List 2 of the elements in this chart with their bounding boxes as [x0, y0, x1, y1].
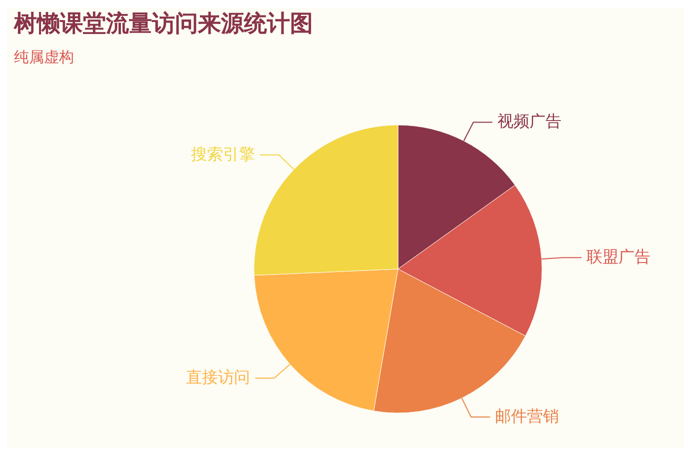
subtitle: 纯属虚构 — [14, 49, 74, 66]
title: 树懒课堂流量访问来源统计图 — [14, 10, 313, 36]
